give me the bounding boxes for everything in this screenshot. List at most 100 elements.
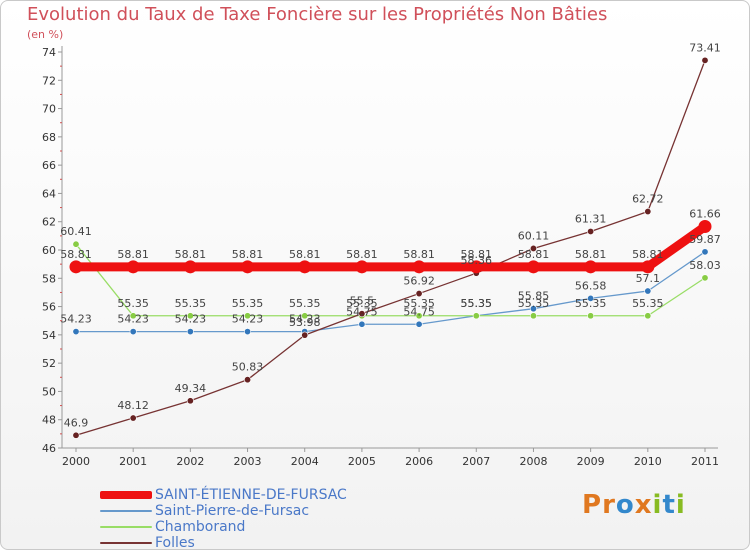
legend-label: Chamborand (155, 519, 246, 535)
data-point (72, 431, 80, 439)
data-label: 55.35 (461, 297, 493, 310)
series-line-1 (75, 251, 706, 333)
data-label: 54.23 (175, 313, 207, 326)
data-label: 58.03 (689, 259, 721, 272)
data-point (244, 328, 252, 336)
series-line-3 (75, 59, 706, 436)
data-label: 58.81 (518, 248, 550, 261)
data-point (72, 328, 80, 336)
data-point (301, 312, 309, 320)
data-label: 58.81 (346, 248, 378, 261)
data-label: 58.81 (289, 248, 321, 261)
y-tick-label: 50 (42, 385, 56, 398)
x-tick-label: 2010 (634, 455, 662, 468)
data-label: 48.12 (117, 399, 149, 412)
y-tick-label: 52 (42, 357, 56, 370)
data-point (129, 414, 137, 422)
data-point (183, 260, 197, 274)
data-label: 55.35 (289, 297, 321, 310)
data-point (698, 220, 712, 234)
legend-swatch (100, 542, 152, 544)
unit-label: (en %) (27, 28, 64, 41)
x-tick-label: 2002 (176, 455, 204, 468)
data-label: 62.72 (632, 193, 664, 206)
data-point (298, 260, 312, 274)
data-label: 46.9 (64, 416, 89, 429)
data-point (644, 287, 652, 295)
data-label: 55.35 (175, 297, 207, 310)
data-label: 56.58 (575, 279, 607, 292)
y-tick-label: 66 (42, 159, 56, 172)
data-label: 55.35 (575, 297, 607, 310)
data-point (469, 260, 483, 274)
data-point (126, 260, 140, 274)
data-point (186, 397, 194, 405)
data-label: 54.23 (60, 313, 92, 326)
x-tick-label: 2003 (234, 455, 262, 468)
x-tick-label: 2008 (519, 455, 547, 468)
data-point (584, 260, 598, 274)
data-point (129, 312, 137, 320)
data-label: 58.81 (117, 248, 149, 261)
y-tick-label: 62 (42, 216, 56, 229)
data-point (701, 274, 709, 282)
data-point (529, 244, 537, 252)
legend-swatch (100, 491, 152, 499)
data-label: 55.35 (346, 297, 378, 310)
y-tick-label: 68 (42, 131, 56, 144)
data-point (69, 260, 83, 274)
data-label: 57.1 (636, 272, 661, 285)
data-label: 58.81 (403, 248, 435, 261)
legend-swatch (100, 510, 152, 512)
data-label: 49.34 (175, 382, 207, 395)
series-line-2 (75, 243, 706, 317)
y-tick-label: 70 (42, 103, 56, 116)
y-tick-label: 72 (42, 74, 56, 87)
x-tick-label: 2000 (62, 455, 90, 468)
data-label: 55.35 (461, 297, 493, 310)
proxiti-logo: Proxiti (582, 490, 686, 520)
data-label: 54.23 (289, 313, 321, 326)
data-point (472, 312, 480, 320)
data-point (241, 260, 255, 274)
data-point (641, 260, 655, 274)
data-label: 55.35 (117, 297, 149, 310)
data-point (529, 312, 537, 320)
data-label: 61.66 (689, 208, 721, 221)
series-line-0 (71, 222, 710, 272)
data-point (244, 376, 252, 384)
legend-label: SAINT-ÉTIENNE-DE-FURSAC (155, 487, 347, 503)
data-label: 58.81 (232, 248, 264, 261)
data-label: 58.81 (575, 248, 607, 261)
data-point (355, 260, 369, 274)
data-label: 61.31 (575, 212, 607, 225)
data-point (644, 208, 652, 216)
x-tick-label: 2007 (462, 455, 490, 468)
y-tick-label: 48 (42, 414, 56, 427)
x-tick-label: 2006 (405, 455, 433, 468)
data-point (129, 328, 137, 336)
legend-label: Folles (155, 535, 195, 551)
data-point (529, 305, 537, 313)
data-point (644, 312, 652, 320)
data-label: 55.85 (518, 290, 550, 303)
x-tick-label: 2011 (691, 455, 719, 468)
data-label: 53.98 (289, 316, 321, 329)
data-label: 59.87 (689, 233, 721, 246)
data-label: 58.81 (632, 248, 664, 261)
data-label: 55.35 (403, 297, 435, 310)
data-label: 56.92 (403, 275, 435, 288)
logo-letter: t (662, 490, 676, 520)
logo-letter: i (652, 490, 663, 520)
y-tick-label: 58 (42, 272, 56, 285)
x-tick-label: 2004 (291, 455, 319, 468)
y-tick-label: 60 (42, 244, 56, 257)
data-label: 54.75 (403, 305, 435, 318)
data-point (72, 240, 80, 248)
y-tick-label: 64 (42, 187, 56, 200)
y-tick-label: 56 (42, 301, 56, 314)
x-tick-label: 2005 (348, 455, 376, 468)
data-label: 58.81 (175, 248, 207, 261)
